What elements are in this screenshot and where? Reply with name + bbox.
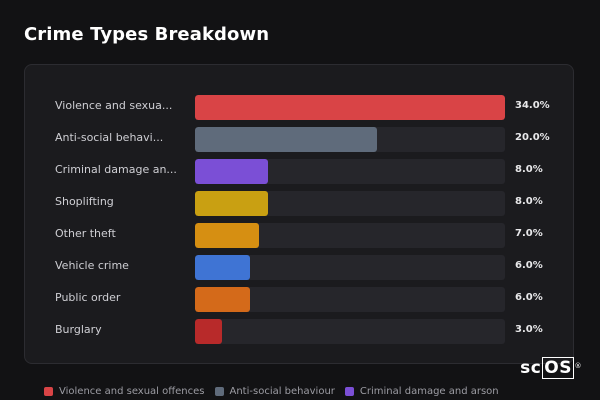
bar-value-label: 8.0% — [515, 196, 543, 207]
bar-row: Criminal damage an... 8.0% — [25, 159, 575, 184]
bar-row: Violence and sexua... 34.0% — [25, 95, 575, 120]
legend-swatch — [44, 387, 53, 396]
bar-row: Vehicle crime 6.0% — [25, 255, 575, 280]
bar-track — [195, 319, 505, 344]
bar-label: Shoplifting — [55, 195, 114, 208]
bar-row: Anti-social behavi... 20.0% — [25, 127, 575, 152]
bar-label: Violence and sexua... — [55, 99, 173, 112]
bar-value-label: 34.0% — [515, 100, 550, 111]
bar — [195, 319, 222, 344]
logo-registered-mark: ® — [574, 362, 582, 370]
bar-label: Public order — [55, 291, 121, 304]
bar-track — [195, 287, 505, 312]
bar-label: Burglary — [55, 323, 102, 336]
bar-label: Criminal damage an... — [55, 163, 177, 176]
legend-item: Criminal damage and arson — [344, 386, 499, 397]
bar — [195, 95, 505, 120]
logo-boxed: OS — [542, 357, 574, 379]
bar-value-label: 6.0% — [515, 292, 543, 303]
bar-label: Other theft — [55, 227, 116, 240]
chart-panel: Violence and sexua... 34.0% Anti-social be… — [24, 64, 574, 364]
bar — [195, 127, 377, 152]
bar — [195, 255, 250, 280]
bar-label: Vehicle crime — [55, 259, 129, 272]
bar-label: Anti-social behavi... — [55, 131, 164, 144]
bar-value-label: 7.0% — [515, 228, 543, 239]
bar-track — [195, 223, 505, 248]
bar-track — [195, 159, 505, 184]
bar — [195, 223, 259, 248]
bar — [195, 191, 268, 216]
bar-row: Public order 6.0% — [25, 287, 575, 312]
bar — [195, 159, 268, 184]
legend-label: Violence and sexual offences — [59, 386, 205, 397]
bar — [195, 287, 250, 312]
legend-swatch — [214, 387, 224, 396]
legend-label: Criminal damage and arson — [359, 386, 499, 397]
bar-track — [195, 127, 505, 152]
bar-track — [195, 95, 505, 120]
bar-value-label: 20.0% — [515, 132, 550, 143]
legend-label: Anti-social behaviour — [229, 386, 335, 397]
bar-track — [195, 255, 505, 280]
bar-value-label: 3.0% — [515, 324, 543, 335]
bar-value-label: 6.0% — [515, 260, 543, 271]
legend-item: Anti-social behaviour — [214, 386, 335, 397]
bar-track — [195, 191, 505, 216]
logo-prefix: sc — [520, 358, 542, 378]
brand-logo: sc OS ® — [520, 357, 582, 379]
legend-item: Violence and sexual offences — [44, 386, 205, 397]
legend-swatch — [344, 387, 354, 396]
bar-row: Other theft 7.0% — [25, 223, 575, 248]
chart-legend: Violence and sexual offences Anti-social … — [44, 386, 499, 397]
page-title: Crime Types Breakdown — [24, 24, 270, 45]
bar-row: Burglary 3.0% — [25, 319, 575, 344]
bar-row: Shoplifting 8.0% — [25, 191, 575, 216]
bar-value-label: 8.0% — [515, 164, 543, 175]
